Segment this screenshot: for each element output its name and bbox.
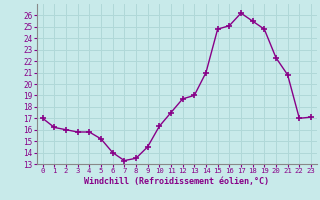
X-axis label: Windchill (Refroidissement éolien,°C): Windchill (Refroidissement éolien,°C) bbox=[84, 177, 269, 186]
